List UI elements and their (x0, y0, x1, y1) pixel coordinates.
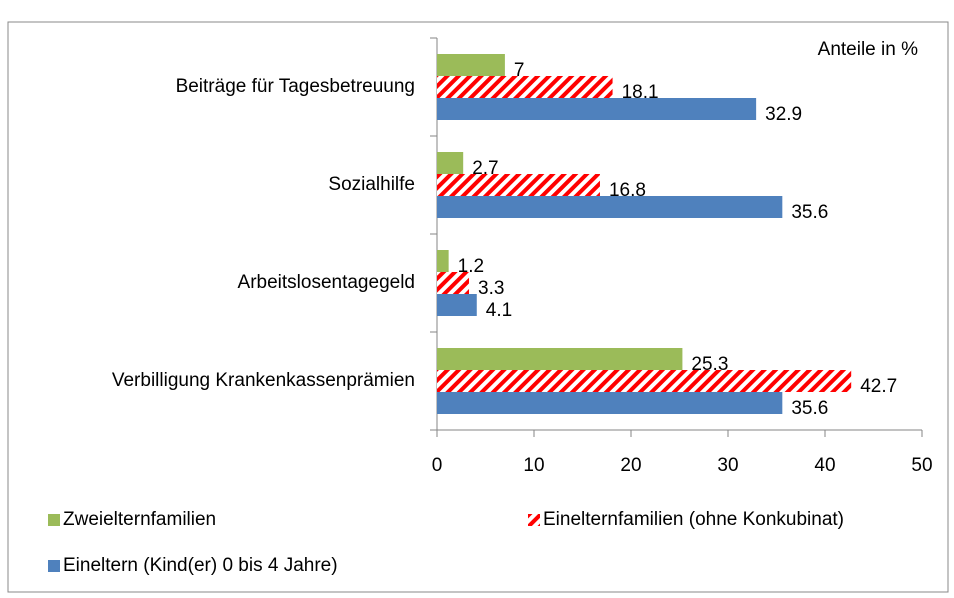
data-label: 2.7 (472, 158, 498, 179)
x-tick-label: 50 (911, 455, 932, 476)
category-label: Verbilligung Krankenkassenprämien (112, 370, 415, 391)
data-label: 4.1 (486, 300, 512, 321)
legend-swatch (528, 514, 540, 526)
bar (437, 54, 505, 76)
bar (437, 272, 470, 294)
data-label: 35.6 (791, 398, 828, 419)
bar (437, 174, 600, 196)
data-label: 25.3 (691, 354, 728, 375)
data-label: 32.9 (765, 104, 802, 125)
data-label: 35.6 (791, 202, 828, 223)
x-tick-label: 0 (432, 455, 443, 476)
category-label: Arbeitslosentagegeld (238, 272, 415, 293)
legend-label: Einelternfamilien (ohne Konkubinat) (543, 509, 844, 530)
bar (437, 250, 449, 272)
bar (437, 348, 683, 370)
data-label: 1.2 (458, 256, 484, 277)
bar (437, 370, 852, 392)
legend-label: Eineltern (Kind(er) 0 bis 4 Jahre) (63, 555, 338, 576)
annotation: Anteile in % (818, 39, 918, 60)
bar (437, 196, 783, 218)
data-label: 42.7 (860, 376, 897, 397)
bar (437, 76, 613, 98)
data-label: 18.1 (622, 82, 659, 103)
legend-label: Zweielternfamilien (63, 509, 216, 530)
legend-swatch (48, 560, 60, 572)
legend-swatch (48, 514, 60, 526)
x-tick-label: 30 (717, 455, 738, 476)
data-label: 3.3 (478, 278, 504, 299)
bar (437, 152, 464, 174)
data-label: 7 (514, 60, 525, 81)
category-label: Sozialhilfe (328, 174, 415, 195)
bar (437, 294, 477, 316)
data-label: 16.8 (609, 180, 646, 201)
bar (437, 98, 757, 120)
category-label: Beiträge für Tagesbetreuung (176, 76, 415, 97)
x-tick-label: 40 (814, 455, 835, 476)
bar (437, 392, 783, 414)
x-tick-label: 10 (523, 455, 544, 476)
x-tick-label: 20 (620, 455, 641, 476)
